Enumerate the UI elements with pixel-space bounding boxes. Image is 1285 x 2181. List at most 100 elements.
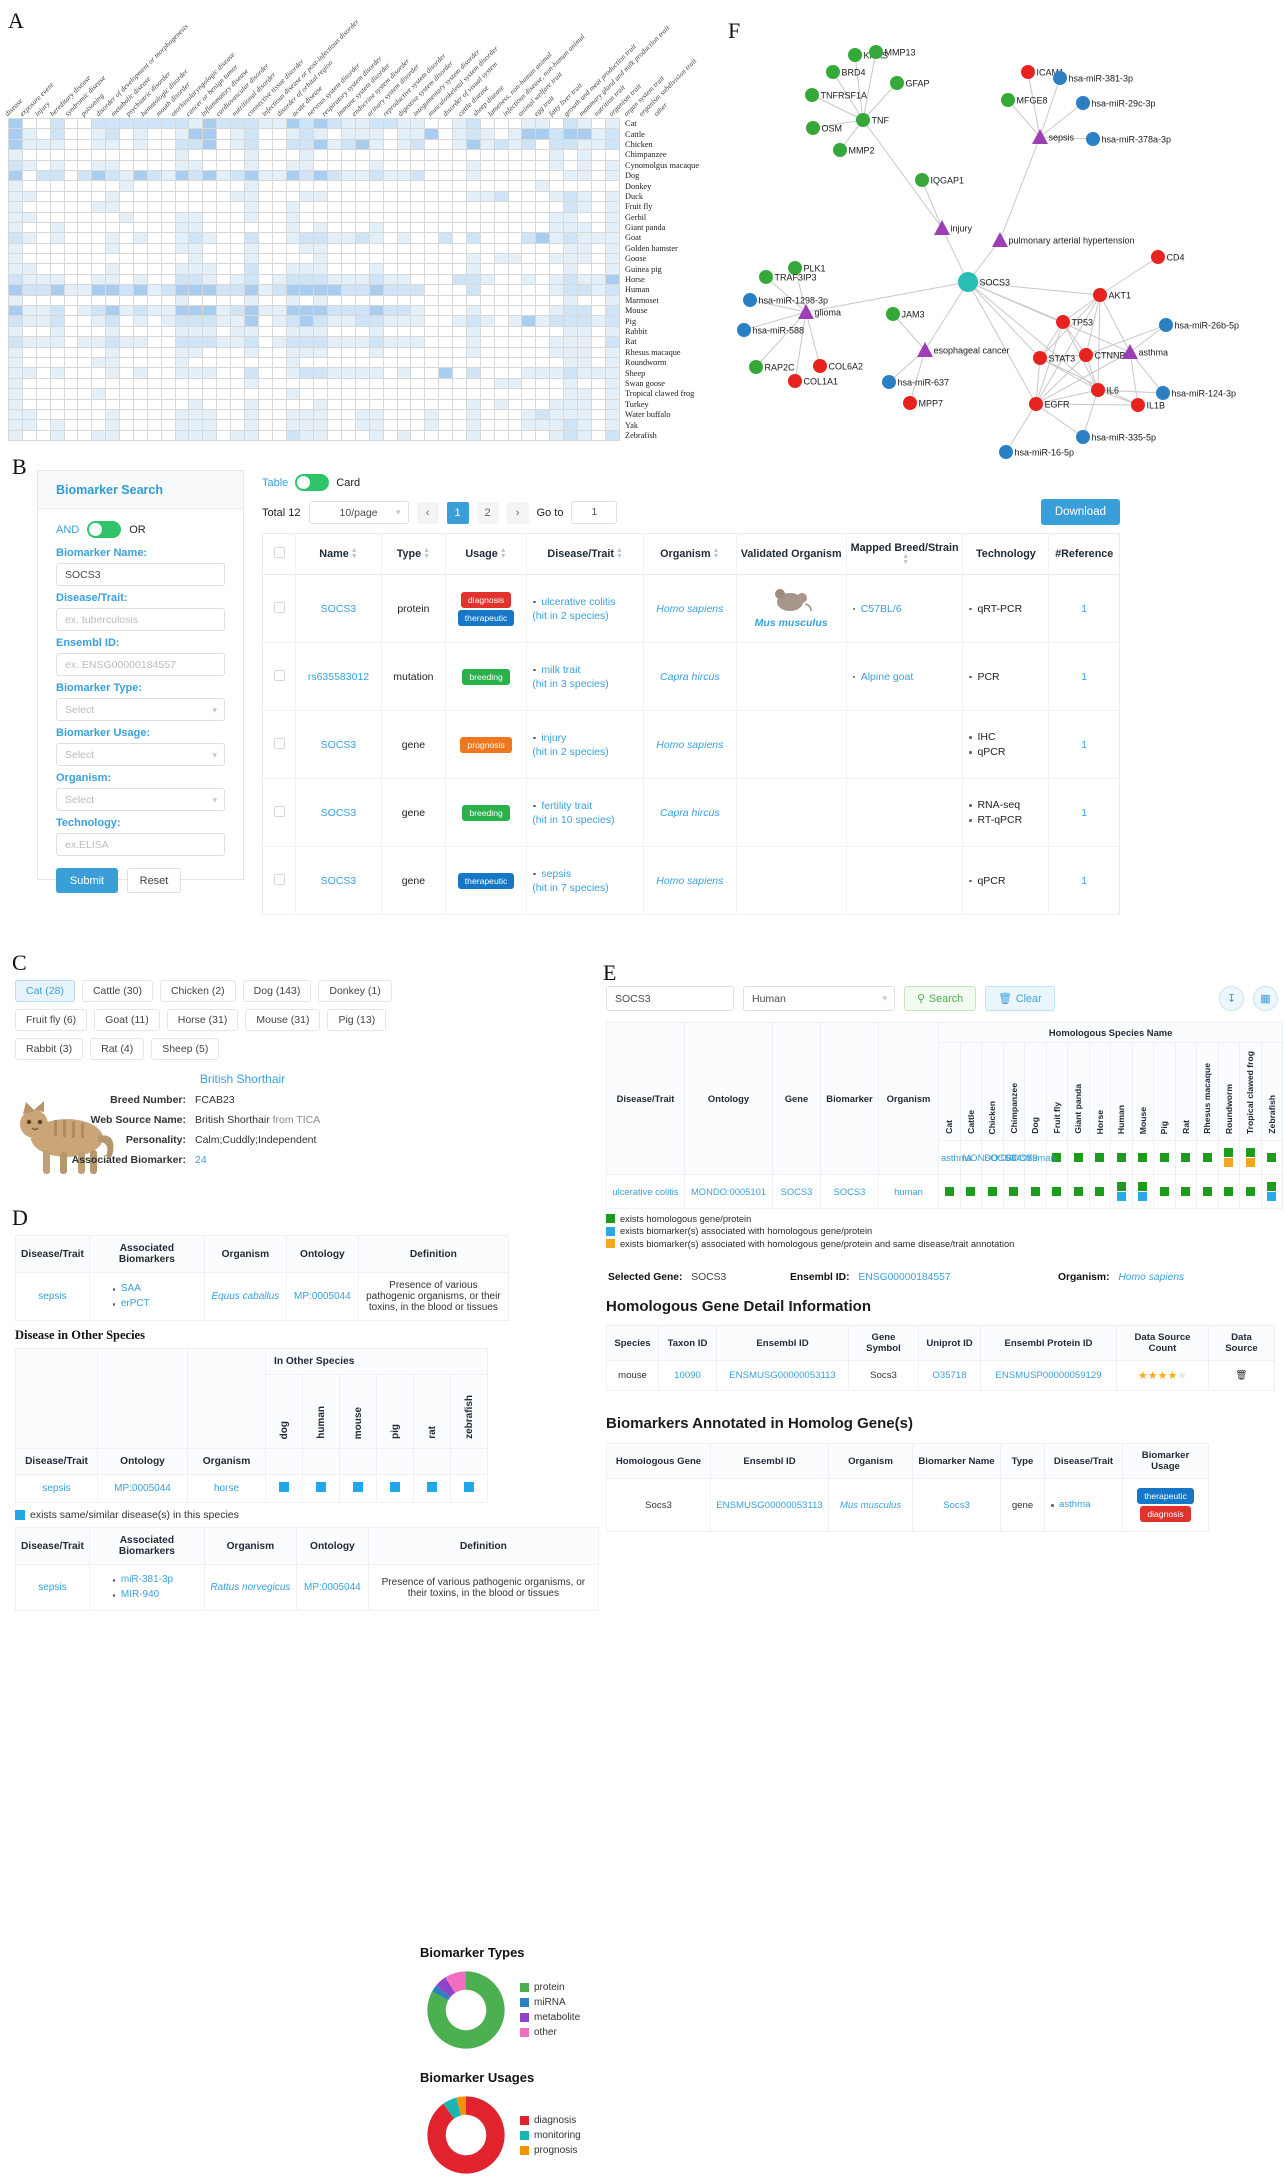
- text-field[interactable]: ex. tuberculosis: [56, 608, 225, 631]
- network-node[interactable]: MMP13: [869, 45, 916, 59]
- usage-tag-diagnosis[interactable]: diagnosis: [460, 591, 512, 608]
- usage-tag-diagnosis[interactable]: diagnosis: [1140, 1506, 1191, 1522]
- usage-tag-prognosis[interactable]: prognosis: [460, 736, 512, 753]
- cell-organism[interactable]: human: [878, 1174, 939, 1209]
- network-node[interactable]: EGFR: [1029, 397, 1070, 411]
- cell-breed[interactable]: [846, 778, 964, 848]
- network-node[interactable]: glioma: [798, 304, 841, 319]
- sort-icon[interactable]: ▲ ▼: [499, 547, 507, 561]
- select-field[interactable]: Select ▾: [56, 788, 225, 811]
- network-node[interactable]: injury: [934, 220, 973, 235]
- cell-name[interactable]: rs635583012: [295, 642, 382, 712]
- cell-organism[interactable]: Capra hircus: [643, 778, 737, 848]
- page-button-2[interactable]: 2: [476, 501, 499, 524]
- cell-organism[interactable]: Homo sapiens: [643, 574, 737, 644]
- select-field[interactable]: Select ▾: [56, 743, 225, 766]
- cell-ensembl-id[interactable]: ENSMUSG00000053113: [710, 1478, 829, 1532]
- column-header-organism[interactable]: Organism ▲ ▼: [643, 532, 737, 576]
- species-chip[interactable]: Sheep (5): [151, 1038, 220, 1060]
- column-header-type[interactable]: Type ▲ ▼: [381, 532, 446, 576]
- prev-page-button[interactable]: ‹: [416, 501, 439, 524]
- network-node[interactable]: JAM3: [886, 307, 925, 321]
- network-node[interactable]: hsa-miR-335-5p: [1076, 430, 1156, 444]
- network-node[interactable]: TRAF3IP3: [759, 270, 817, 284]
- cell-reference[interactable]: 1: [1048, 778, 1120, 848]
- network-node[interactable]: COL1A1: [788, 374, 838, 388]
- page-size-select[interactable]: 10/page ▾: [308, 501, 409, 524]
- usage-tag-therapeutic[interactable]: therapeutic: [457, 872, 515, 889]
- cell-organism[interactable]: Equus caballus: [203, 1272, 287, 1321]
- organism-value[interactable]: Homo sapiens: [1118, 1272, 1185, 1283]
- row-checkbox-cell[interactable]: [261, 710, 297, 780]
- text-field[interactable]: SOCS3: [56, 563, 225, 586]
- pagination[interactable]: Total 12 10/page ▾ ‹ 1 2 › Go to 1 Downl…: [262, 499, 1120, 525]
- network-node[interactable]: hsa-miR-381-3p: [1053, 71, 1133, 85]
- table-card-toggle[interactable]: [295, 474, 330, 491]
- ensembl-id-value[interactable]: ENSG00000184557: [858, 1272, 951, 1283]
- usage-tag-therapeutic[interactable]: therapeutic: [457, 609, 515, 626]
- species-chip[interactable]: Mouse (31): [245, 1009, 321, 1031]
- species-chip[interactable]: Pig (13): [327, 1009, 387, 1031]
- cell-reference[interactable]: 1: [1048, 574, 1120, 644]
- cell-name[interactable]: SOCS3: [295, 574, 382, 644]
- download-button[interactable]: Download: [1040, 499, 1120, 525]
- submit-button[interactable]: Submit: [56, 868, 118, 893]
- row-checkbox[interactable]: [273, 669, 285, 681]
- sort-icon[interactable]: ▲ ▼: [350, 547, 358, 561]
- cell-breed[interactable]: [846, 710, 964, 780]
- cell-disease[interactable]: sepsis: [15, 1272, 90, 1321]
- network-node[interactable]: hsa-miR-1298-3p: [743, 293, 828, 307]
- species-chip[interactable]: Horse (31): [166, 1009, 239, 1031]
- row-checkbox[interactable]: [273, 873, 285, 885]
- network-node[interactable]: sepsis: [1032, 129, 1075, 144]
- cell-uniprot-id[interactable]: O35718: [918, 1360, 981, 1391]
- cell-biomarker[interactable]: SOCS3: [820, 1174, 879, 1209]
- cell-organism[interactable]: human: [1024, 1140, 1056, 1175]
- breed-name[interactable]: British Shorthair: [199, 1072, 286, 1086]
- search-button[interactable]: ⚲ Search: [904, 986, 977, 1011]
- network-node[interactable]: hsa-miR-26b-5p: [1159, 318, 1239, 332]
- sort-icon[interactable]: ▲ ▼: [423, 547, 431, 561]
- cell-breed[interactable]: [846, 846, 964, 916]
- and-or-toggle[interactable]: [87, 521, 122, 538]
- network-node[interactable]: ICAM1: [1021, 65, 1064, 79]
- cell-biomarkers[interactable]: miR-381-3p MIR-940: [88, 1564, 205, 1611]
- usage-tag-breeding[interactable]: breeding: [462, 668, 510, 685]
- cell-reference[interactable]: 1: [1048, 846, 1120, 916]
- cell-ontology[interactable]: MP:0005044: [285, 1272, 359, 1321]
- row-checkbox[interactable]: [273, 737, 285, 749]
- cell-name[interactable]: SOCS3: [295, 710, 382, 780]
- species-chip[interactable]: Donkey (1): [318, 980, 392, 1002]
- network-node[interactable]: MPP7: [903, 396, 943, 410]
- cell-organism[interactable]: Homo sapiens: [643, 846, 737, 916]
- network-node[interactable]: BRD4: [826, 65, 866, 79]
- species-chip[interactable]: Rabbit (3): [15, 1038, 84, 1060]
- sort-icon[interactable]: ▲ ▼: [712, 547, 720, 561]
- row-checkbox[interactable]: [273, 805, 285, 817]
- network-node[interactable]: TNFRSF1A: [805, 88, 867, 102]
- and-or-toggle-row[interactable]: AND OR: [56, 521, 225, 538]
- network-node[interactable]: hsa-miR-124-3p: [1156, 386, 1236, 400]
- cell-name[interactable]: SOCS3: [295, 846, 382, 916]
- column-header-name[interactable]: Name ▲ ▼: [295, 532, 382, 576]
- species-chip[interactable]: Chicken (2): [159, 980, 236, 1002]
- cell-gene[interactable]: SOCS3: [772, 1174, 821, 1209]
- sort-icon[interactable]: ▲ ▼: [616, 547, 623, 561]
- network-node[interactable]: TP53: [1056, 315, 1093, 329]
- network-node[interactable]: asthma: [1122, 344, 1168, 359]
- next-page-button[interactable]: ›: [506, 501, 529, 524]
- network-node[interactable]: MFGE8: [1001, 93, 1048, 107]
- sort-icon[interactable]: ▲ ▼: [902, 553, 910, 567]
- row-checkbox[interactable]: [273, 601, 285, 613]
- network-node[interactable]: GFAP: [890, 76, 930, 90]
- network-node[interactable]: hsa-miR-378a-3p: [1086, 132, 1171, 146]
- cell-organism[interactable]: Mus musculus: [828, 1478, 913, 1532]
- network-node[interactable]: pulmonary arterial hypertension: [992, 232, 1135, 247]
- gene-input[interactable]: SOCS3: [606, 986, 734, 1011]
- cell-disease[interactable]: milk trait (hit in 3 species): [526, 642, 645, 712]
- network-node[interactable]: STAT3: [1033, 351, 1075, 365]
- network-node[interactable]: MMP2: [833, 143, 875, 157]
- species-chip[interactable]: Fruit fly (6): [15, 1009, 88, 1031]
- network-node[interactable]: COL6A2: [813, 359, 863, 373]
- breed-value[interactable]: 24: [195, 1154, 207, 1166]
